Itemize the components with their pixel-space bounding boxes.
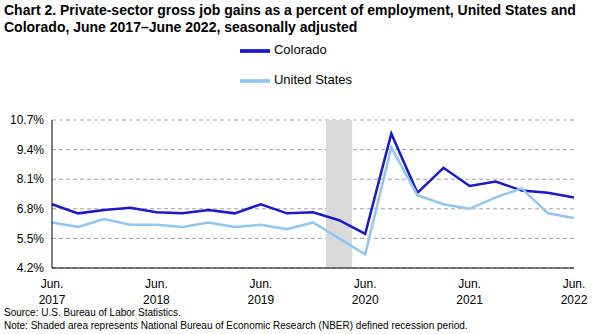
- svg-text:2020: 2020: [352, 293, 379, 304]
- svg-text:2022: 2022: [561, 293, 588, 304]
- svg-text:4.2%: 4.2%: [17, 261, 45, 275]
- html-text:Colorado: Colorado: [274, 42, 327, 58]
- html-text:Chart 2. Private-sector gross: Chart 2. Private-sector gross job gains …: [4, 2, 576, 35]
- svg-text:Jun.: Jun.: [563, 277, 586, 291]
- svg-text:2021: 2021: [456, 293, 483, 304]
- svg-text:8.1%: 8.1%: [17, 172, 45, 186]
- svg-text:Jun.: Jun.: [458, 277, 481, 291]
- svg-text:6.8%: 6.8%: [17, 202, 45, 216]
- svg-text:2018: 2018: [143, 293, 170, 304]
- svg-text:Jun.: Jun.: [354, 277, 377, 291]
- svg-text:5.5%: 5.5%: [17, 232, 45, 246]
- html-text:Note: Shaded area represents N: Note: Shaded area represents National Bu…: [4, 320, 468, 331]
- svg-text:2017: 2017: [39, 293, 66, 304]
- svg-text:2019: 2019: [247, 293, 274, 304]
- html-text:Source: U.S. Bureau of Labor S: Source: U.S. Bureau of Labor Statistics.: [4, 307, 181, 318]
- html-text:United States: United States: [274, 72, 352, 88]
- svg-text:Jun.: Jun.: [41, 277, 64, 291]
- svg-text:10.7%: 10.7%: [10, 113, 44, 127]
- svg-text:Jun.: Jun.: [145, 277, 168, 291]
- svg-text:9.4%: 9.4%: [17, 143, 45, 157]
- svg-text:Jun.: Jun.: [249, 277, 272, 291]
